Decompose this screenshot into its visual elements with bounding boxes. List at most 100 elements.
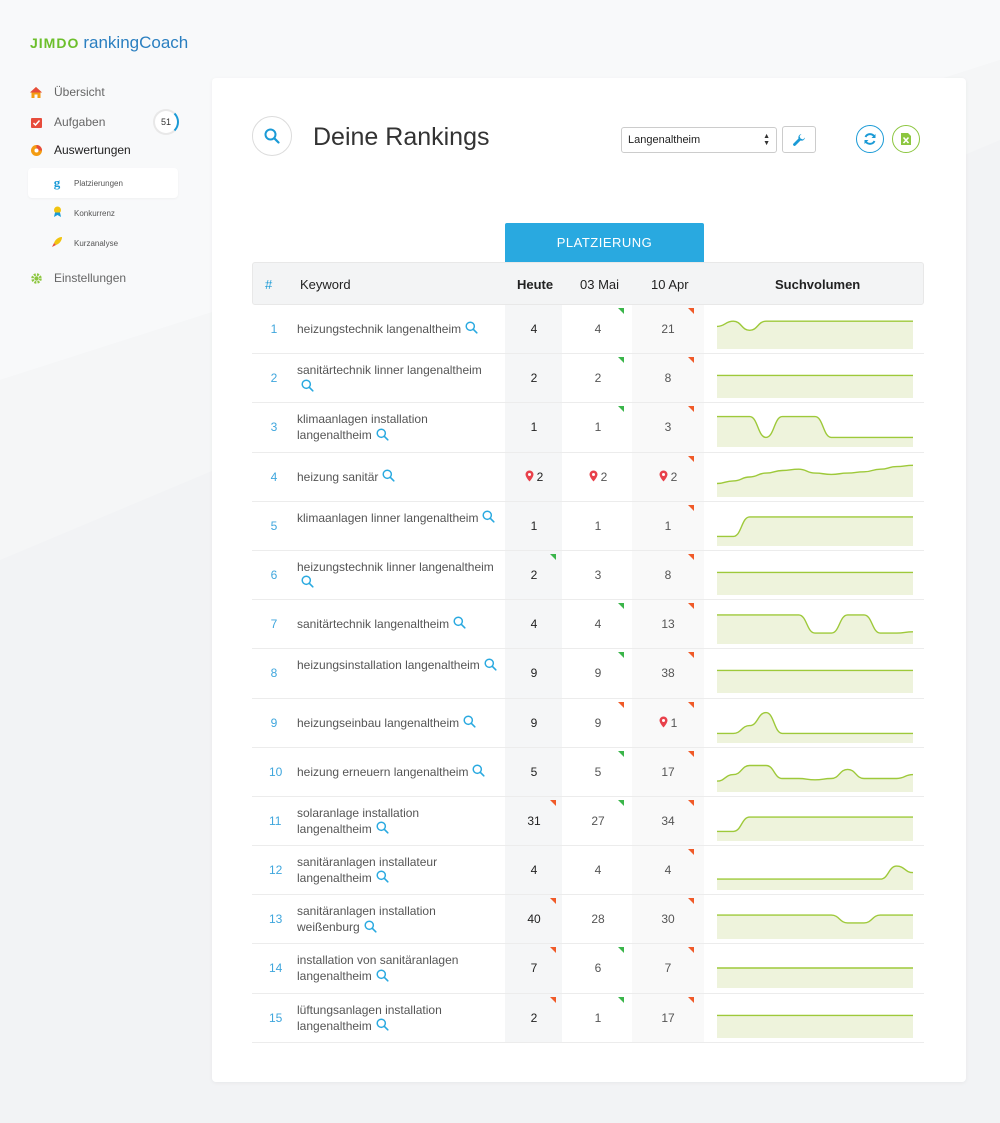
table-row[interactable]: 15 lüftungsanlagen installation langenalt… bbox=[252, 994, 924, 1043]
brand-logo[interactable]: JIMDO rankingCoach bbox=[30, 33, 188, 53]
table-row[interactable]: 5 klimaanlagen linner langenaltheim 1 1 1 bbox=[252, 502, 924, 551]
keyword-search-icon[interactable] bbox=[376, 428, 389, 445]
rank-heute-cell: 1 bbox=[514, 420, 554, 434]
tab-platzierung[interactable]: PLATZIERUNG bbox=[505, 223, 704, 263]
keyword-search-icon[interactable] bbox=[376, 821, 389, 838]
sparkline-area bbox=[717, 712, 913, 743]
sidebar-subitem-kurzanalyse[interactable]: Kurzanalyse bbox=[28, 228, 178, 258]
sidebar-item-einstellungen[interactable]: Einstellungen bbox=[28, 264, 178, 292]
sidebar-item-aufgaben[interactable]: Aufgaben 51 bbox=[28, 108, 179, 136]
col-header-mai[interactable]: 03 Mai bbox=[580, 277, 620, 292]
rank-value: 1 bbox=[594, 518, 602, 533]
map-pin-icon bbox=[589, 470, 598, 485]
col-header-apr[interactable]: 10 Apr bbox=[651, 277, 689, 292]
table-row[interactable]: 10 heizung erneuern langenaltheim 5 5 17 bbox=[252, 748, 924, 797]
keyword-search-icon[interactable] bbox=[465, 321, 478, 338]
rank-heute-cell: 31 bbox=[514, 814, 554, 828]
sidebar-subitem-konkurrenz[interactable]: Konkurrenz bbox=[28, 198, 178, 228]
rank-value: 9 bbox=[530, 666, 538, 681]
keyword-cell: heizung erneuern langenaltheim bbox=[297, 764, 497, 781]
rank-apr-cell: 17 bbox=[648, 765, 688, 779]
keyword-text: installation von sanitäranlagen langenal… bbox=[297, 953, 459, 984]
keyword-text: klimaanlagen linner langenaltheim bbox=[297, 510, 479, 525]
sparkline-area bbox=[717, 765, 913, 792]
location-select[interactable]: Langenaltheim ▲ ▼ bbox=[621, 127, 777, 153]
keyword-search-icon[interactable] bbox=[301, 379, 314, 396]
table-row[interactable]: 1 heizungstechnik langenaltheim 4 4 21 bbox=[252, 305, 924, 355]
row-number: 5 bbox=[270, 518, 278, 533]
table-row[interactable]: 11 solaranlage installation langenaltheim… bbox=[252, 797, 924, 847]
keyword-cell: klimaanlagen linner langenaltheim bbox=[297, 510, 497, 527]
sidebar-item-auswertungen[interactable]: Auswertungen bbox=[28, 136, 178, 164]
rank-heute-cell: 2 bbox=[514, 470, 554, 485]
keyword-search-icon[interactable] bbox=[472, 764, 486, 781]
keyword-text: solaranlage installation langenaltheim bbox=[297, 805, 420, 836]
row-number: 6 bbox=[270, 567, 278, 582]
keyword-search-icon[interactable] bbox=[453, 616, 466, 633]
keyword-text: sanitäranlagen installateur langenalthei… bbox=[297, 855, 438, 886]
keyword-search-icon[interactable] bbox=[364, 920, 377, 937]
table-row[interactable]: 6 heizungstechnik linner langenaltheim 2 3 8 bbox=[252, 551, 924, 601]
sparkline-line bbox=[717, 816, 913, 832]
keyword-search-icon[interactable] bbox=[376, 1018, 389, 1035]
keyword-search-icon[interactable] bbox=[382, 469, 395, 486]
sidebar-nav: Übersicht Aufgaben 51 Auswertungen g Pla… bbox=[28, 78, 179, 292]
table-row[interactable]: 8 heizungsinstallation langenaltheim 9 9 38 bbox=[252, 649, 924, 699]
col-header-suchvolumen[interactable]: Suchvolumen bbox=[775, 277, 861, 292]
table-row[interactable]: 9 heizungseinbau langenaltheim 9 9 1 bbox=[252, 699, 924, 748]
rank-down-indicator bbox=[688, 799, 694, 806]
table-row[interactable]: 2 sanitärtechnik linner langenaltheim 2 2 8 bbox=[252, 354, 924, 404]
rank-mai-cell: 5 bbox=[578, 765, 618, 779]
table-row[interactable]: 3 klimaanlagen installation langenaltheim… bbox=[252, 403, 924, 453]
search-button[interactable] bbox=[252, 116, 292, 156]
rank-mai-cell: 27 bbox=[578, 814, 618, 828]
excel-export-button[interactable] bbox=[892, 125, 920, 153]
rank-value: 9 bbox=[594, 666, 602, 681]
rank-value: 1 bbox=[594, 1010, 602, 1025]
table-row[interactable]: 4 heizung sanitär 2 2 2 bbox=[252, 453, 924, 502]
rank-down-indicator bbox=[688, 750, 694, 757]
rank-apr-cell: 8 bbox=[648, 371, 688, 385]
rank-value: 2 bbox=[670, 469, 678, 484]
row-number: 2 bbox=[270, 371, 278, 386]
keyword-cell: heizungseinbau langenaltheim bbox=[297, 715, 497, 732]
rank-apr-cell: 8 bbox=[648, 568, 688, 582]
col-header-keyword[interactable]: Keyword bbox=[300, 277, 351, 292]
rocket-icon bbox=[50, 236, 64, 251]
rank-value: 1 bbox=[530, 420, 538, 435]
refresh-button[interactable] bbox=[856, 125, 884, 153]
sidebar-item-uebersicht[interactable]: Übersicht bbox=[28, 78, 178, 106]
rank-down-indicator bbox=[688, 947, 694, 954]
rank-apr-cell: 1 bbox=[648, 519, 688, 533]
rank-up-indicator bbox=[618, 996, 624, 1003]
keyword-search-icon[interactable] bbox=[301, 575, 314, 592]
table-row[interactable]: 13 sanitäranlagen installation weißenburg… bbox=[252, 895, 924, 945]
rankings-table: # Keyword Heute 03 Mai 10 Apr Suchvolume… bbox=[252, 262, 924, 1043]
settings-wrench-button[interactable] bbox=[782, 126, 816, 153]
keyword-search-icon[interactable] bbox=[484, 658, 497, 675]
sparkline-area bbox=[717, 321, 913, 349]
page-title: Deine Rankings bbox=[313, 123, 490, 151]
rank-value: 4 bbox=[530, 863, 538, 878]
sparkline-line bbox=[717, 865, 913, 880]
keyword-search-icon[interactable] bbox=[376, 969, 389, 986]
col-header-heute[interactable]: Heute bbox=[517, 277, 554, 292]
sidebar-subitem-platzierungen[interactable]: g Platzierungen bbox=[28, 168, 178, 198]
keyword-text: sanitärtechnik langenaltheim bbox=[297, 617, 450, 632]
table-row[interactable]: 12 sanitäranlagen installateur langenalth… bbox=[252, 846, 924, 896]
keyword-search-icon[interactable] bbox=[463, 715, 476, 732]
keyword-search-icon[interactable] bbox=[376, 870, 389, 887]
rank-mai-cell: 9 bbox=[578, 716, 618, 730]
rank-down-indicator bbox=[550, 799, 556, 806]
rank-value: 28 bbox=[591, 912, 605, 927]
rank-mai-cell: 2 bbox=[578, 470, 618, 485]
keyword-text: sanitäranlagen installation weißenburg bbox=[297, 904, 436, 935]
table-row[interactable]: 14 installation von sanitäranlagen langen… bbox=[252, 944, 924, 994]
table-row[interactable]: 7 sanitärtechnik langenaltheim 4 4 13 bbox=[252, 600, 924, 650]
keyword-search-icon[interactable] bbox=[482, 510, 496, 527]
rank-heute-cell: 4 bbox=[514, 322, 554, 336]
select-arrows-icon: ▲ ▼ bbox=[763, 133, 770, 147]
rank-mai-cell: 4 bbox=[578, 863, 618, 877]
search-volume-sparkline bbox=[717, 320, 913, 349]
map-pin-icon bbox=[525, 470, 534, 485]
